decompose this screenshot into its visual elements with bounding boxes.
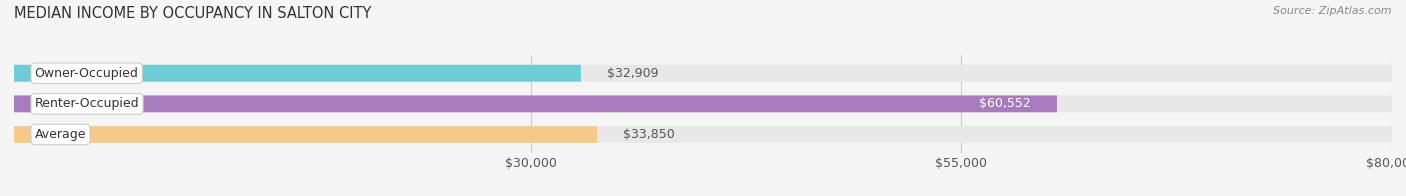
Text: $33,850: $33,850 [623,128,675,141]
Text: Renter-Occupied: Renter-Occupied [35,97,139,110]
Text: Average: Average [35,128,86,141]
FancyBboxPatch shape [14,95,1057,112]
FancyBboxPatch shape [14,126,598,143]
FancyBboxPatch shape [14,126,1392,143]
Text: $32,909: $32,909 [607,67,658,80]
FancyBboxPatch shape [14,65,581,82]
Text: Source: ZipAtlas.com: Source: ZipAtlas.com [1274,6,1392,16]
FancyBboxPatch shape [14,95,1392,112]
Text: MEDIAN INCOME BY OCCUPANCY IN SALTON CITY: MEDIAN INCOME BY OCCUPANCY IN SALTON CIT… [14,6,371,21]
Text: $60,552: $60,552 [980,97,1031,110]
FancyBboxPatch shape [14,65,1392,82]
Text: Owner-Occupied: Owner-Occupied [35,67,139,80]
